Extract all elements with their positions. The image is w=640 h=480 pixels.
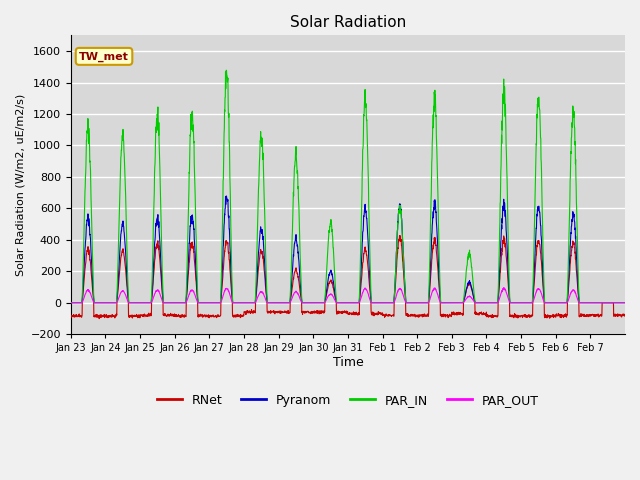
- Title: Solar Radiation: Solar Radiation: [290, 15, 406, 30]
- X-axis label: Time: Time: [333, 356, 364, 369]
- Legend: RNet, Pyranom, PAR_IN, PAR_OUT: RNet, Pyranom, PAR_IN, PAR_OUT: [152, 389, 544, 411]
- Text: TW_met: TW_met: [79, 51, 129, 61]
- Y-axis label: Solar Radiation (W/m2, uE/m2/s): Solar Radiation (W/m2, uE/m2/s): [15, 94, 25, 276]
